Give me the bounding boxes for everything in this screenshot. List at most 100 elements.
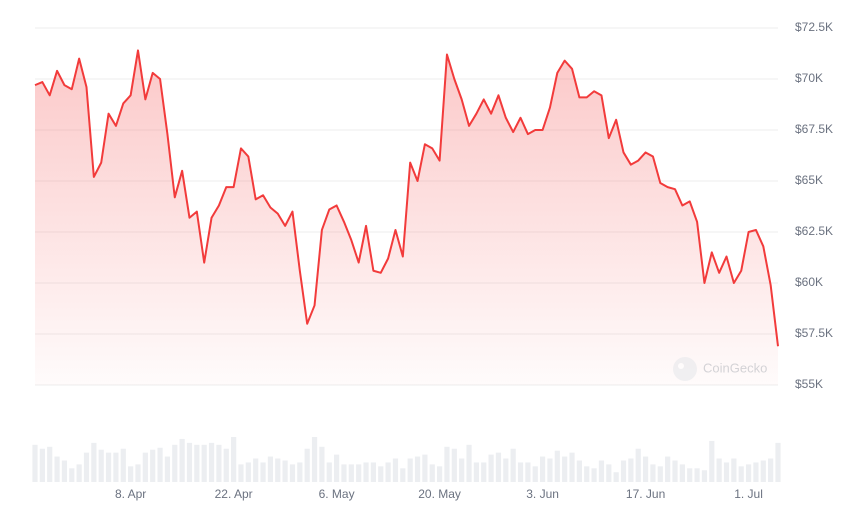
volume-bar: [32, 444, 38, 482]
volume-bar: [716, 458, 722, 482]
volume-bar: [753, 462, 759, 482]
volume-bar: [473, 462, 479, 482]
volume-bar: [547, 458, 553, 482]
volume-bar: [407, 458, 413, 482]
volume-bar: [687, 468, 693, 482]
volume-bar: [61, 460, 68, 482]
volume-bar: [620, 460, 627, 482]
volume-bar: [510, 448, 516, 482]
volume-bar: [54, 456, 60, 482]
volume-bar: [466, 444, 472, 482]
volume-bar: [606, 464, 612, 482]
y-tick-label: $55K: [795, 377, 823, 391]
volume-bar: [665, 456, 671, 482]
volume-bar: [650, 464, 656, 482]
volume-bar: [642, 456, 649, 482]
volume-bar: [363, 462, 369, 482]
volume-bar: [164, 456, 171, 482]
y-tick-label: $65K: [795, 173, 823, 187]
volume-bar: [532, 466, 538, 482]
volume-bar: [69, 468, 75, 482]
x-tick-label: 8. Apr: [115, 487, 146, 501]
volume-bar: [738, 466, 744, 482]
volume-bar: [275, 458, 281, 482]
volume-bar: [341, 464, 347, 482]
volume-bar: [208, 442, 215, 482]
y-tick-label: $60K: [795, 275, 823, 289]
volume-bar: [392, 458, 399, 482]
volume-bar: [628, 458, 634, 482]
x-tick-label: 17. Jun: [626, 487, 665, 501]
watermark-text: CoinGecko: [703, 360, 767, 375]
volume-bar: [216, 444, 222, 482]
volume-bar: [525, 462, 531, 482]
volume-bar: [444, 446, 450, 482]
volume-bar: [451, 448, 457, 482]
volume-bar: [400, 468, 406, 482]
volume-bar: [142, 452, 148, 482]
volume-bar: [282, 460, 288, 482]
volume-bar: [186, 442, 193, 482]
x-tick-label: 20. May: [418, 487, 461, 501]
watermark-eye: [678, 363, 684, 369]
volume-bar: [231, 437, 237, 482]
volume-bar: [745, 464, 752, 482]
volume-bar: [775, 442, 781, 482]
volume-bar: [503, 458, 509, 482]
volume-bar: [113, 452, 119, 482]
volume-bar: [253, 458, 259, 482]
volume-bar: [760, 460, 766, 482]
volume-bar: [569, 452, 575, 482]
volume-bar: [98, 449, 104, 482]
volume-bar: [311, 437, 318, 482]
volume-bar: [39, 448, 45, 482]
volume-bar: [348, 464, 354, 482]
volume-bar: [768, 458, 774, 482]
volume-bar: [194, 444, 200, 482]
volume-bar: [679, 464, 685, 482]
volume-bar: [576, 460, 582, 482]
volume-bar: [385, 462, 391, 482]
volume-bar: [105, 452, 112, 482]
volume-bar: [128, 466, 134, 482]
volume-bar: [635, 448, 641, 482]
volume-bar: [326, 462, 332, 482]
volume-bar: [289, 464, 296, 482]
volume-bar: [414, 456, 421, 482]
y-tick-label: $67.5K: [795, 122, 833, 136]
volume-bar: [201, 444, 207, 482]
volume-bar: [488, 454, 494, 482]
volume-bar: [422, 454, 428, 482]
volume-bar: [297, 462, 303, 482]
volume-bar: [179, 438, 185, 482]
volume-bar: [584, 466, 590, 482]
volume-bar: [701, 470, 708, 482]
y-tick-label: $72.5K: [795, 20, 833, 34]
y-tick-label: $70K: [795, 71, 823, 85]
volume-bar: [334, 454, 340, 482]
volume-bar: [223, 448, 229, 482]
volume-bar: [157, 447, 163, 482]
volume-bar: [495, 452, 502, 482]
volume-bar: [260, 462, 266, 482]
volume-bar: [83, 452, 90, 482]
volume-bar: [238, 464, 244, 482]
volume-bar: [694, 468, 700, 482]
volume-bar: [481, 462, 487, 482]
volume-bar: [47, 446, 53, 482]
x-tick-label: 6. May: [319, 487, 355, 501]
volume-bar: [591, 468, 597, 482]
y-tick-label: $62.5K: [795, 224, 833, 238]
watermark: CoinGecko: [673, 357, 767, 381]
y-tick-label: $57.5K: [795, 326, 833, 340]
volume-bar: [120, 448, 126, 482]
volume-bar: [598, 460, 605, 482]
volume-bar: [657, 466, 663, 482]
volume-bar: [429, 464, 435, 482]
volume-bar: [731, 458, 737, 482]
volume-bar: [723, 462, 730, 482]
volume-bar: [91, 442, 97, 482]
volume-bar: [370, 462, 376, 482]
x-tick-label: 1. Jul: [734, 487, 763, 501]
